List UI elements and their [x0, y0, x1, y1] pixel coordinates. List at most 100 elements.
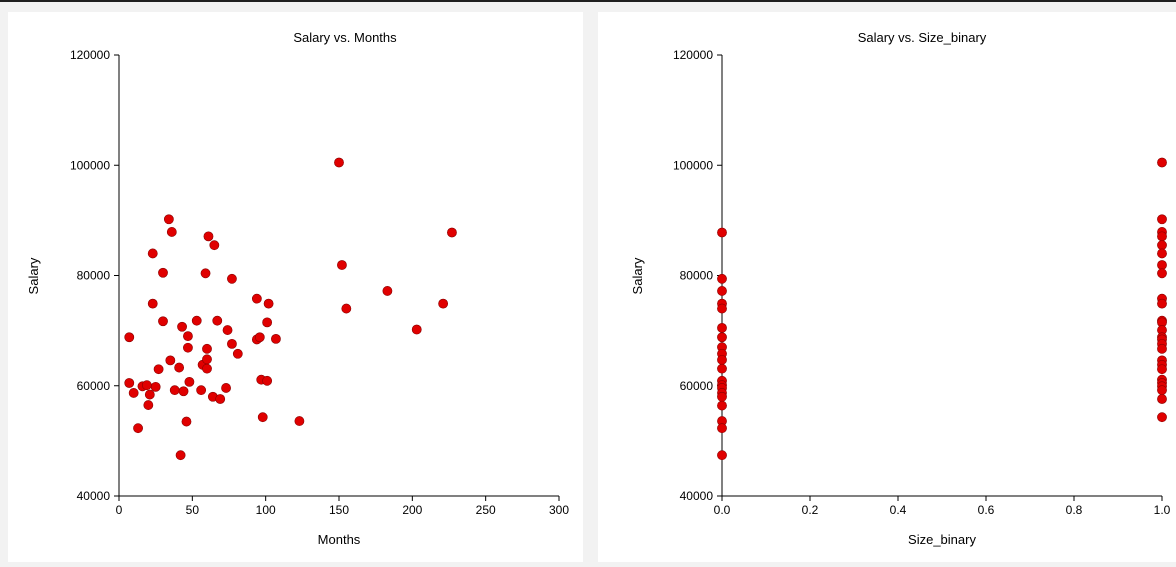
data-point [411, 324, 422, 335]
data-point [717, 354, 727, 365]
data-point [1157, 157, 1167, 168]
data-point [1157, 364, 1167, 375]
data-point [337, 260, 347, 270]
x-axis-label: Size_binary [908, 532, 976, 547]
data-point [227, 338, 237, 349]
data-point [222, 325, 233, 335]
data-point [166, 227, 177, 237]
data-point [717, 303, 727, 314]
data-point [153, 364, 164, 375]
y-tick-label: 60000 [77, 379, 111, 393]
data-point [147, 298, 158, 309]
data-point [147, 248, 158, 259]
data-point [141, 380, 152, 391]
data-point [1157, 385, 1167, 396]
data-point [175, 450, 186, 461]
chart-panel-salary-vs-months: Salary vs. Months 0 50 100 150 200 250 300 40000… [8, 12, 583, 562]
data-point [124, 332, 135, 343]
data-point [1157, 231, 1167, 242]
x-tick-label: 100 [256, 503, 276, 517]
data-point [144, 389, 155, 400]
y-tick-label: 120000 [70, 48, 110, 62]
data-point [177, 321, 187, 332]
data-point [262, 375, 273, 386]
scatter-chart-salary-vs-size-binary: Salary vs. Size_binary 0.0 0.2 0.4 0.6 0.8 1.0… [630, 30, 1171, 547]
data-point [1157, 214, 1167, 225]
data-point [183, 342, 193, 353]
data-point [1157, 412, 1167, 423]
x-tick-label: 1.0 [1154, 503, 1171, 517]
chart-title: Salary vs. Size_binary [858, 30, 987, 45]
x-tick-label: 0.0 [714, 503, 731, 517]
data-point [200, 268, 211, 279]
data-point [341, 303, 352, 314]
data-point [717, 227, 727, 238]
data-point [202, 343, 212, 354]
data-point [294, 416, 305, 426]
x-tick-label: 200 [402, 503, 422, 517]
data-point [169, 385, 180, 396]
y-axis-label: Salary [26, 257, 41, 294]
data-point [1157, 343, 1167, 354]
chart-panel-salary-vs-size-binary: Salary vs. Size_binary 0.0 0.2 0.4 0.6 0.8 1.0… [598, 12, 1176, 562]
y-tick-label: 80000 [680, 269, 714, 283]
data-point [202, 363, 212, 374]
data-point [191, 315, 202, 326]
data-point [1157, 240, 1167, 251]
data-point [382, 286, 393, 296]
data-point [717, 363, 727, 374]
y-axis-label: Salary [630, 257, 645, 294]
x-tick-label: 0.8 [1066, 503, 1083, 517]
data-point [1157, 248, 1167, 259]
y-tick-label: 80000 [77, 269, 111, 283]
data-point [158, 267, 168, 278]
data-point [124, 378, 135, 388]
data-point [215, 394, 226, 404]
y-tick-label: 40000 [77, 489, 111, 503]
data-point [184, 376, 195, 387]
data-point [202, 354, 212, 365]
data-point [271, 333, 281, 344]
data-point [717, 332, 727, 343]
data-point [178, 386, 189, 397]
data-point [1157, 298, 1167, 309]
data-point [1157, 394, 1167, 404]
x-tick-label: 50 [186, 503, 200, 517]
x-tick-label: 150 [329, 503, 349, 517]
data-point [232, 348, 243, 359]
data-point [717, 286, 727, 296]
data-point [257, 412, 268, 423]
data-point [717, 391, 727, 402]
y-tick-label: 40000 [680, 489, 714, 503]
y-tick-label: 100000 [70, 158, 110, 172]
data-point [334, 157, 344, 168]
data-point [251, 293, 262, 304]
x-tick-label: 0 [116, 503, 123, 517]
data-point [209, 240, 220, 251]
x-tick-label: 250 [476, 503, 496, 517]
data-point [254, 332, 265, 343]
y-tick-label: 100000 [673, 158, 713, 172]
x-tick-label: 300 [549, 503, 569, 517]
data-point [262, 317, 273, 328]
x-tick-label: 0.6 [978, 503, 995, 517]
window-top-border [0, 0, 1176, 2]
data-point [174, 362, 185, 373]
data-point [212, 315, 223, 326]
y-tick-label: 120000 [673, 48, 713, 62]
data-point [1157, 268, 1167, 279]
data-point [447, 227, 457, 238]
data-point [165, 355, 176, 366]
data-point [263, 298, 274, 309]
data-point [158, 316, 168, 327]
data-point [196, 385, 207, 396]
chart-title: Salary vs. Months [293, 30, 397, 45]
x-tick-label: 0.4 [890, 503, 907, 517]
data-point [227, 273, 237, 284]
data-point [717, 400, 727, 411]
data-point [438, 298, 449, 309]
data-point [183, 331, 193, 342]
y-tick-label: 60000 [680, 379, 714, 393]
data-point [717, 322, 727, 333]
data-point [150, 381, 161, 392]
